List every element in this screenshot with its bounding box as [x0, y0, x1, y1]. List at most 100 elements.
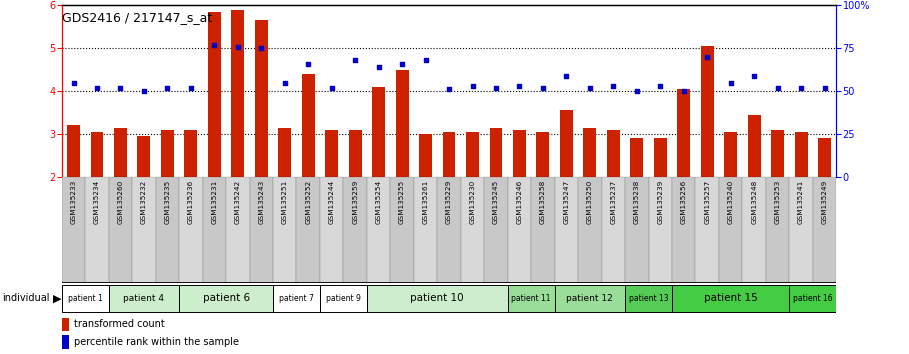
Text: patient 9: patient 9	[326, 294, 361, 303]
Bar	[185, 130, 197, 177]
Text: GSM135254: GSM135254	[375, 180, 382, 224]
Bar	[818, 138, 831, 177]
Bar	[443, 132, 455, 177]
Bar	[743, 177, 766, 283]
Text: GSM135240: GSM135240	[728, 180, 734, 224]
Bar	[414, 177, 437, 283]
Point	[184, 85, 198, 91]
Bar	[531, 177, 554, 283]
Text: GSM135237: GSM135237	[610, 180, 616, 224]
Bar	[578, 177, 602, 283]
Bar	[513, 130, 526, 177]
Point	[512, 83, 526, 89]
Bar	[701, 46, 714, 177]
Text: GSM135255: GSM135255	[399, 180, 405, 224]
Bar	[794, 132, 807, 177]
Bar	[625, 285, 672, 312]
Bar	[273, 285, 320, 312]
Bar	[390, 177, 414, 283]
Text: patient 16: patient 16	[793, 294, 833, 303]
Bar	[372, 87, 385, 177]
Text: patient 12: patient 12	[566, 294, 614, 303]
Bar	[320, 285, 367, 312]
Text: ▶: ▶	[53, 293, 61, 303]
Text: GSM135230: GSM135230	[470, 180, 475, 224]
Text: individual: individual	[2, 293, 49, 303]
Bar	[278, 128, 291, 177]
Text: GSM135251: GSM135251	[282, 180, 288, 224]
Point	[231, 44, 245, 49]
Text: GSM135246: GSM135246	[516, 180, 523, 224]
Bar	[677, 89, 690, 177]
Bar	[137, 136, 150, 177]
Bar	[255, 20, 268, 177]
Point	[794, 85, 808, 91]
Bar	[695, 177, 719, 283]
Bar	[554, 285, 625, 312]
Text: GSM135239: GSM135239	[657, 180, 664, 224]
Bar	[208, 12, 221, 177]
Bar	[466, 132, 479, 177]
Bar	[232, 10, 245, 177]
Bar	[771, 130, 784, 177]
Text: patient 13: patient 13	[629, 294, 668, 303]
Bar	[114, 128, 127, 177]
Text: GSM135258: GSM135258	[540, 180, 546, 224]
Text: GSM135247: GSM135247	[564, 180, 569, 224]
Point	[348, 57, 363, 63]
Bar	[719, 177, 743, 283]
Text: GSM135244: GSM135244	[329, 180, 335, 224]
Text: GSM135252: GSM135252	[305, 180, 311, 224]
Point	[136, 88, 151, 94]
Text: patient 10: patient 10	[411, 293, 464, 303]
Bar	[789, 285, 836, 312]
Point	[489, 85, 504, 91]
Point	[700, 54, 714, 59]
Text: GSM135248: GSM135248	[751, 180, 757, 224]
Point	[418, 57, 433, 63]
Bar	[490, 128, 503, 177]
Text: patient 4: patient 4	[124, 294, 165, 303]
Text: patient 6: patient 6	[203, 293, 250, 303]
Bar	[325, 130, 338, 177]
Text: GSM135250: GSM135250	[587, 180, 593, 224]
Text: percentile rank within the sample: percentile rank within the sample	[75, 337, 239, 347]
Text: GSM135232: GSM135232	[141, 180, 147, 224]
Bar	[584, 128, 596, 177]
Point	[66, 80, 81, 85]
Point	[724, 80, 738, 85]
Bar	[607, 130, 620, 177]
Bar	[226, 177, 250, 283]
Text: GSM135233: GSM135233	[71, 180, 76, 224]
Text: GSM135257: GSM135257	[704, 180, 710, 224]
Bar	[724, 132, 737, 177]
Point	[301, 61, 315, 67]
Bar	[302, 74, 315, 177]
Point	[160, 85, 175, 91]
Bar	[62, 335, 69, 349]
Bar	[132, 177, 155, 283]
Point	[90, 85, 105, 91]
Point	[114, 85, 128, 91]
Text: patient 1: patient 1	[68, 294, 103, 303]
Bar	[203, 177, 226, 283]
Bar	[155, 177, 179, 283]
Bar	[419, 134, 432, 177]
Point	[207, 42, 222, 48]
Point	[254, 45, 268, 51]
Text: GSM135238: GSM135238	[634, 180, 640, 224]
Bar	[648, 177, 672, 283]
Text: GSM135235: GSM135235	[165, 180, 170, 224]
Bar	[672, 285, 789, 312]
Point	[442, 87, 456, 92]
Bar	[508, 285, 554, 312]
Bar	[296, 177, 320, 283]
Bar	[536, 132, 549, 177]
Bar	[672, 177, 695, 283]
Point	[395, 61, 409, 67]
Bar	[367, 285, 508, 312]
Bar	[85, 177, 109, 283]
Bar	[62, 285, 109, 312]
Text: GSM135231: GSM135231	[212, 180, 217, 224]
Point	[676, 88, 691, 94]
